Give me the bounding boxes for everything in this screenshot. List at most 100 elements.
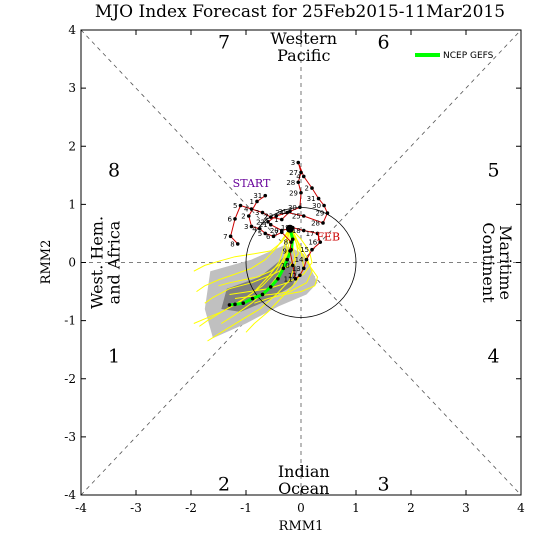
observed-day-label-19: 28: [311, 219, 320, 227]
observed-day-label-11: 28: [286, 179, 295, 187]
x-tick-label-2: -2: [185, 501, 197, 515]
observed-day-label-6: 2: [263, 214, 267, 222]
observed-day-label-45: 31: [253, 192, 262, 200]
observed-day-label-10: 29: [289, 189, 298, 197]
observed-day-label-22: 23: [264, 213, 273, 221]
current-position-marker: [286, 224, 294, 233]
observed-day-label-1: 7: [223, 233, 227, 241]
x-tick-label-5: 1: [352, 501, 360, 515]
x-tick-label-1: -3: [130, 501, 142, 515]
mean-point-7: [260, 292, 265, 297]
x-tick-label-0: -4: [75, 501, 87, 515]
observed-path: [230, 162, 328, 280]
observed-point-34: [293, 276, 298, 281]
member-line-6: [218, 227, 291, 287]
observed-day-label-18: 29: [315, 210, 324, 218]
observed-day-label-21: 24: [275, 209, 284, 217]
observed-point-42: [249, 224, 254, 229]
observed-point-13: [296, 160, 301, 165]
month-label: FEB: [316, 230, 340, 243]
observed-day-label-16: 31: [307, 195, 316, 203]
observed-point-18: [325, 211, 330, 215]
observed-day-label-30: 15: [300, 246, 309, 254]
start-label: START: [233, 177, 271, 190]
observed-day-label-15: 2: [305, 185, 309, 193]
observed-point-44: [255, 199, 259, 204]
observed-point-3: [238, 203, 243, 208]
y-tick-label-4: 0: [68, 256, 76, 270]
region-label-line-2-1: and Africa: [104, 220, 123, 304]
observed-day-label-8: 31: [278, 208, 287, 216]
mean-point-5: [276, 276, 280, 281]
observed-day-label-9: 30: [288, 204, 297, 212]
observed-point-39: [271, 234, 276, 239]
y-tick-label-6: 2: [68, 139, 76, 153]
observed-point-24: [268, 222, 273, 227]
x-tick-label-7: 3: [462, 501, 470, 515]
observed-day-label-43: 2: [241, 213, 245, 221]
observed-day-label-3: 5: [233, 202, 237, 210]
observed-day-label-0: 8: [230, 240, 234, 248]
x-axis-label: RMM1: [279, 519, 324, 534]
y-tick-label-8: 4: [68, 23, 76, 37]
observed-day-label-41: 4: [252, 225, 257, 233]
mean-point-9: [241, 301, 246, 305]
observed-point-1: [228, 234, 233, 239]
member-line-7: [254, 227, 319, 304]
observed-day-label-13: 3: [291, 159, 295, 167]
mean-point-6: [268, 285, 273, 289]
observed-day-label-7: 1: [274, 216, 278, 224]
observed-day-label-29: 16: [308, 239, 317, 247]
observed-day-label-26: 19: [281, 224, 290, 232]
observed-day-label-39: 6: [266, 233, 271, 241]
observed-day-label-37: 8: [284, 239, 288, 247]
observed-point-22: [274, 214, 279, 218]
phase-label-6: 6: [377, 32, 389, 54]
observed-day-label-44: 1: [250, 198, 254, 206]
phase-label-2: 2: [218, 473, 230, 495]
observed-point-31: [304, 257, 309, 262]
observed-point-32: [301, 266, 306, 271]
region-label-line-3-0: Maritime: [496, 225, 515, 300]
member-line-4: [196, 227, 291, 293]
y-tick-label-1: -3: [64, 430, 76, 444]
observed-point-41: [257, 226, 262, 231]
mean-point-3: [285, 257, 290, 262]
observed-point-30: [310, 247, 314, 252]
x-tick-label-4: 0: [297, 501, 305, 515]
mean-point-4: [281, 266, 286, 271]
y-tick-label-3: -1: [64, 314, 76, 328]
observed-day-label-25: 20: [270, 227, 279, 235]
observed-point-21: [285, 210, 290, 215]
observed-point-19: [321, 221, 325, 225]
observed-point-17: [322, 203, 326, 208]
observed-day-label-14: 4: [296, 173, 301, 181]
observed-point-15: [310, 186, 314, 190]
x-tick-label-6: 2: [407, 501, 415, 515]
mean-point-10: [233, 302, 237, 307]
observed-day-label-40: 5: [258, 230, 262, 238]
observed-point-12: [299, 170, 303, 175]
phase-label-4: 4: [487, 346, 499, 368]
observed-day-label-2: 6: [228, 215, 233, 223]
observed-point-4: [249, 207, 254, 211]
member-line-2: [207, 227, 297, 342]
observed-day-label-32: 13: [292, 265, 301, 273]
observed-point-45: [263, 193, 268, 198]
observed-point-10: [299, 190, 303, 195]
observed-point-11: [296, 180, 301, 185]
observed-point-35: [290, 263, 295, 268]
observed-day-label-24: 21: [259, 221, 268, 229]
phase-label-7: 7: [218, 32, 230, 54]
observed-day-label-5: 3: [255, 209, 259, 217]
observed-day-label-31: 14: [295, 256, 304, 264]
y-tick-label-5: 1: [68, 197, 76, 211]
member-line-10: [229, 227, 313, 295]
legend-label-ncep-gefs: NCEP GEFS: [443, 51, 494, 61]
phase-label-1: 1: [108, 346, 120, 368]
mean-point-8: [250, 296, 255, 301]
observed-point-8: [288, 209, 292, 214]
observed-day-label-35: 10: [281, 262, 290, 270]
